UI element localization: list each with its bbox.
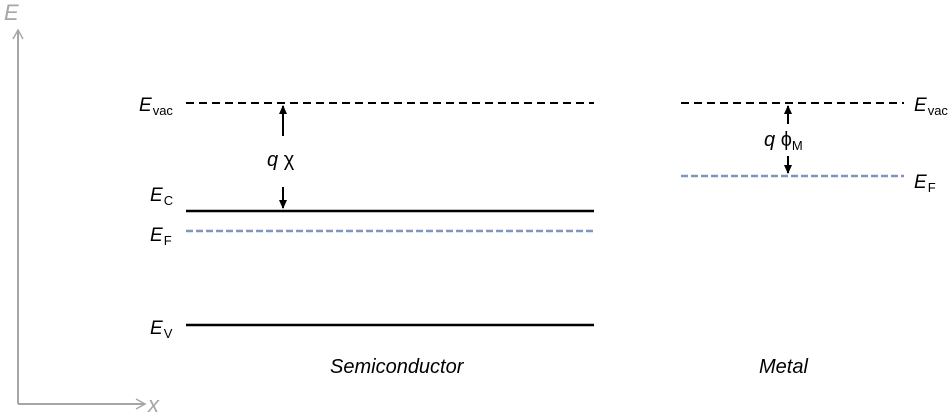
semiconductor-caption: Semiconductor <box>330 356 464 378</box>
metal-ef-label: EF <box>914 172 936 195</box>
semi-ec-label: EC <box>150 185 174 208</box>
y-axis-label: E <box>4 0 19 25</box>
x-axis-label: x <box>148 392 159 417</box>
metal-caption: Metal <box>759 356 808 378</box>
electron-affinity-label: q χ <box>267 149 295 171</box>
metal-evac-label: Evac <box>914 95 948 118</box>
semi-ef-label: EF <box>150 225 172 248</box>
semi-evac-label: Evac <box>139 95 173 118</box>
work-function-label: q ϕM <box>764 129 803 153</box>
semi-ev-label: EV <box>150 318 173 341</box>
